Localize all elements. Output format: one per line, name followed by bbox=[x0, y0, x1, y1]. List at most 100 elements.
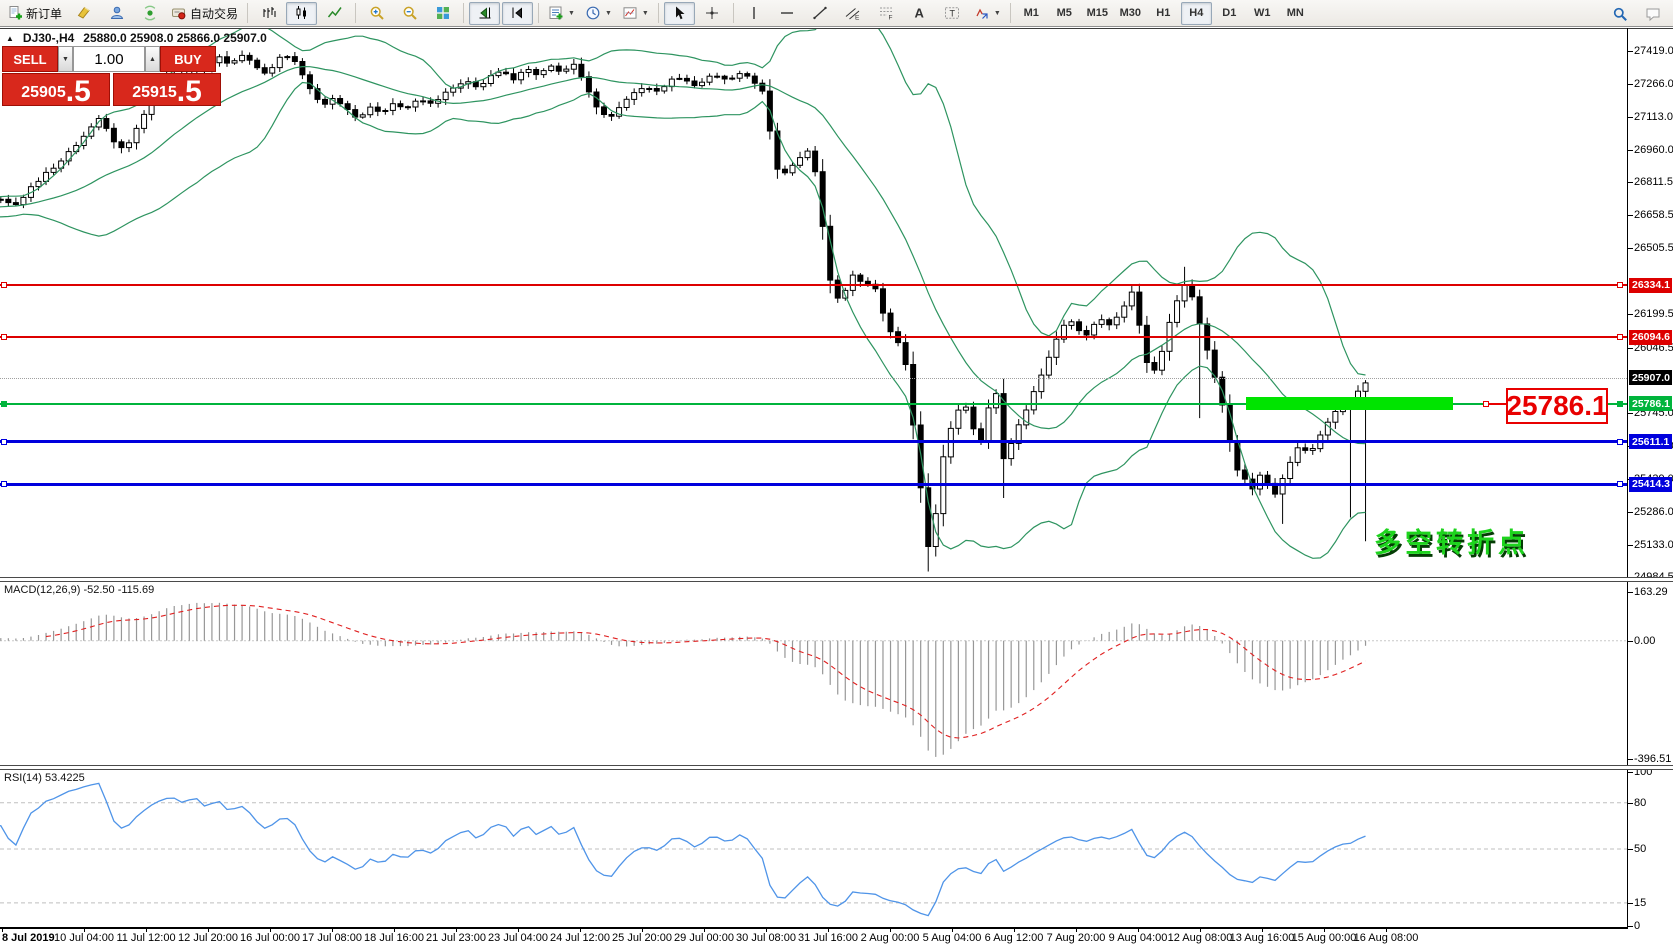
templates-button[interactable]: ▼ bbox=[618, 2, 653, 25]
search-button[interactable] bbox=[1604, 2, 1635, 25]
new-order-button[interactable]: 新订单 bbox=[3, 2, 66, 25]
price-tick bbox=[1628, 215, 1633, 217]
chat-button[interactable] bbox=[1637, 2, 1668, 25]
resistance-line-26094-handle-right[interactable] bbox=[1617, 334, 1623, 341]
equidistant-channel-tool[interactable]: E bbox=[838, 2, 869, 25]
bar-chart-button[interactable] bbox=[253, 2, 284, 25]
one-click-trading-panel: SELL ▼ ▲ BUY 25905.5 25915.5 bbox=[2, 46, 221, 109]
volume-decrease-button[interactable]: ▼ bbox=[58, 46, 73, 72]
price-badge: 25786.1 bbox=[1629, 396, 1672, 412]
tline-icon bbox=[813, 6, 828, 20]
time-axis-label: 5 Aug 04:00 bbox=[922, 932, 982, 944]
time-axis-label: 17 Jul 08:00 bbox=[302, 932, 362, 944]
zoom-out-button[interactable] bbox=[394, 2, 425, 25]
support-line-25611-handle-right[interactable] bbox=[1617, 438, 1623, 445]
support-line-25611[interactable] bbox=[0, 440, 1627, 444]
price-tick bbox=[1628, 347, 1633, 349]
timeframe-m30[interactable]: M30 bbox=[1115, 2, 1146, 25]
price-tick bbox=[1628, 412, 1633, 414]
periods-button[interactable]: ▼ bbox=[581, 2, 616, 25]
support-line-25414-handle-left[interactable] bbox=[1, 481, 7, 488]
community-button[interactable] bbox=[101, 2, 132, 25]
sell-price[interactable]: 25905.5 bbox=[2, 73, 110, 107]
support-line-25611-handle-left[interactable] bbox=[1, 438, 7, 445]
timeframe-h4[interactable]: H4 bbox=[1180, 1, 1212, 25]
hline-icon bbox=[781, 12, 794, 14]
price-tick bbox=[1628, 544, 1633, 546]
rsi-axis-label: 15 bbox=[1634, 896, 1647, 909]
auto-scroll-button[interactable] bbox=[469, 1, 501, 25]
time-axis-label: 25 Jul 20:00 bbox=[612, 932, 672, 944]
arrows-tool[interactable]: ▼ bbox=[970, 2, 1005, 25]
price-badge: 25611.1 bbox=[1629, 434, 1672, 450]
styler-button[interactable] bbox=[68, 2, 99, 25]
signals-button[interactable] bbox=[134, 2, 165, 25]
price-tick bbox=[1628, 511, 1633, 513]
time-axis[interactable]: 8 Jul 2019 10 Jul 04:00 11 Jul 12:00 12 Jul… bbox=[0, 929, 1673, 949]
text-tool[interactable]: A bbox=[904, 2, 935, 25]
buy-button[interactable]: BUY bbox=[160, 46, 216, 72]
timeframe-w1[interactable]: W1 bbox=[1247, 2, 1278, 25]
tile-windows-button[interactable] bbox=[427, 2, 458, 25]
price-label-box[interactable]: 25786.1 bbox=[1506, 388, 1608, 424]
rsi-tick bbox=[1628, 849, 1633, 850]
text-label-tool[interactable]: T bbox=[937, 2, 968, 25]
timeframe-mn[interactable]: MN bbox=[1280, 2, 1311, 25]
resistance-line-26094[interactable] bbox=[0, 336, 1627, 339]
price-axis-label: 26811.5 bbox=[1634, 176, 1673, 189]
zoom-in-button[interactable] bbox=[361, 2, 392, 25]
pivot-annotation-text[interactable]: 多空转折点 bbox=[1374, 528, 1529, 558]
buy-price-big: .5 bbox=[176, 75, 202, 109]
line-chart-button[interactable] bbox=[319, 2, 350, 25]
volume-increase-button[interactable]: ▲ bbox=[145, 46, 160, 72]
timeframe-w1-label: W1 bbox=[1254, 7, 1271, 19]
horizontal-line-tool[interactable] bbox=[772, 2, 803, 25]
timeframe-h1[interactable]: H1 bbox=[1148, 2, 1179, 25]
resistance-line-26094-handle-left[interactable] bbox=[1, 334, 7, 341]
support-line-25414[interactable] bbox=[0, 482, 1627, 486]
timeframe-m5[interactable]: M5 bbox=[1049, 2, 1080, 25]
vertical-line-tool[interactable] bbox=[739, 2, 770, 25]
crosshair-tool-button[interactable] bbox=[697, 2, 728, 25]
candlestick-chart-button[interactable] bbox=[286, 1, 318, 25]
support-line-25414-handle-right[interactable] bbox=[1617, 481, 1623, 488]
pivot-line-25786-connector-handle[interactable] bbox=[1483, 400, 1489, 407]
price-axis-label: 27266.0 bbox=[1634, 78, 1673, 90]
chart-bottom-border bbox=[0, 927, 1628, 929]
macd-canvas[interactable] bbox=[0, 582, 1627, 767]
pivot-line-25786-handle-left[interactable] bbox=[1, 400, 7, 407]
rsi-canvas[interactable] bbox=[0, 770, 1627, 927]
pivot-line-25786-highlight[interactable] bbox=[1246, 397, 1453, 411]
price-chart-canvas[interactable] bbox=[0, 28, 1627, 578]
volume-input[interactable] bbox=[73, 46, 145, 72]
auto-trading-button[interactable]: 自动交易 bbox=[167, 2, 242, 25]
toolbar-separator bbox=[657, 3, 659, 23]
buy-price-main: 25915 bbox=[132, 84, 177, 101]
rsi-tick bbox=[1628, 772, 1633, 773]
macd-axis-label: 0.00 bbox=[1634, 634, 1656, 647]
sell-button[interactable]: SELL bbox=[2, 46, 58, 72]
timeframe-d1[interactable]: D1 bbox=[1214, 2, 1245, 25]
resistance-line-26334-handle-right[interactable] bbox=[1617, 282, 1623, 289]
cursor-tool-button[interactable] bbox=[663, 1, 695, 25]
trendline-tool[interactable] bbox=[805, 2, 836, 25]
timeframe-m15[interactable]: M15 bbox=[1082, 2, 1113, 25]
time-tick bbox=[580, 929, 581, 932]
toolbar-separator bbox=[1009, 3, 1011, 23]
pivot-line-25786-handle-right[interactable] bbox=[1617, 400, 1623, 407]
timeframe-d1-label: D1 bbox=[1222, 7, 1237, 19]
price-badge: 25907.0 bbox=[1629, 370, 1672, 386]
indicators-button[interactable]: ▼ bbox=[544, 2, 579, 25]
collapse-ohlc-icon[interactable]: ▲ bbox=[6, 33, 14, 43]
resistance-line-26334-handle-left[interactable] bbox=[1, 282, 7, 289]
pivot-line-25786[interactable] bbox=[0, 402, 1627, 405]
rsi-tick bbox=[1628, 802, 1633, 804]
buy-price[interactable]: 25915.5 bbox=[113, 73, 221, 109]
resistance-line-26334[interactable] bbox=[0, 284, 1627, 287]
panel-divider-macd[interactable] bbox=[0, 577, 1673, 582]
fibonacci-tool[interactable]: F bbox=[871, 2, 902, 25]
timeframe-m1[interactable]: M1 bbox=[1016, 2, 1047, 25]
chart-shift-button[interactable] bbox=[502, 1, 534, 25]
panel-divider-rsi[interactable] bbox=[0, 765, 1673, 770]
time-axis-label: 24 Jul 12:00 bbox=[550, 932, 610, 944]
